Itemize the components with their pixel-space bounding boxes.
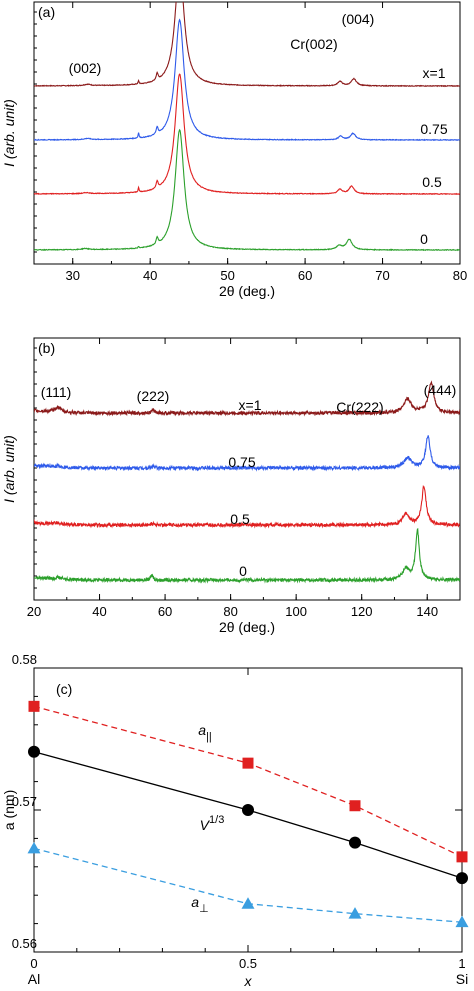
data-point-triangle — [27, 841, 41, 854]
data-point-square — [456, 851, 468, 863]
peak-annotation: (222) — [137, 388, 170, 404]
series-label-main: V — [200, 817, 211, 833]
series-label-subscript: || — [206, 731, 212, 743]
x-tick-label: 0 — [30, 956, 37, 971]
peak-annotation: Cr(002) — [290, 36, 337, 52]
series-line-0 — [33, 705, 463, 858]
series-label-main: a — [191, 894, 199, 910]
y-tick-label: 0.57 — [12, 794, 37, 809]
series-trace-0 — [34, 2, 460, 88]
data-point-triangle — [348, 907, 362, 919]
data-point-circle — [242, 804, 254, 816]
series-label: 0.5 — [422, 174, 442, 190]
series-label: V1/3 — [200, 814, 225, 833]
x-tick-label: 80 — [453, 268, 467, 283]
data-point-square — [28, 700, 40, 712]
panel-label: (b) — [38, 340, 55, 356]
data-point-triangle — [241, 897, 255, 909]
panel-a-xrd-low-angle: 30 40 50 60 70 80 2θ (deg.) I (arb. unit) (a) x=1… — [1, 1, 467, 299]
data-point-circle — [349, 836, 361, 849]
traces — [34, 2, 460, 252]
series-trace-3 — [34, 128, 460, 252]
peak-annotation: (002) — [69, 60, 102, 76]
series-label: 0.5 — [230, 511, 250, 527]
panel-b-xrd-wide-angle: 20 40 60 80 100 120 140 2θ (deg.) I (arb. unit) (… — [1, 337, 461, 635]
series-trace-1 — [34, 435, 460, 472]
x-tick-label: 140 — [416, 604, 438, 619]
x-tick-label: 30 — [65, 268, 79, 283]
plot-frame — [33, 1, 461, 265]
y-tick-label: 0.58 — [12, 652, 37, 667]
series-trace-2 — [34, 484, 460, 529]
data-point-square — [242, 757, 254, 769]
series-label: x=1 — [239, 397, 262, 413]
panel-label: (a) — [38, 4, 55, 20]
data-point-triangle — [455, 915, 469, 928]
y-tick-label: 0.56 — [12, 936, 37, 951]
x-tick-label: 40 — [92, 604, 106, 619]
x-end-label-al: Al — [28, 971, 40, 987]
series-label: a⊥ — [191, 894, 208, 915]
series-trace-2 — [34, 73, 460, 196]
x-tick-label: 20 — [27, 604, 41, 619]
y-axis-title: I (arb. unit) — [1, 99, 17, 167]
data-point-circle — [456, 872, 468, 885]
x-axis-title: 2θ (deg.) — [219, 619, 275, 635]
y-axis-title: I (arb. unit) — [1, 435, 17, 503]
x-axis-title: 2θ (deg.) — [219, 283, 275, 299]
panel-label: (c) — [56, 681, 72, 697]
peak-annotation: (444) — [424, 382, 457, 398]
series-label: 0.75 — [228, 454, 255, 470]
data-point-circle — [28, 745, 40, 758]
x-tick-label: 80 — [223, 604, 237, 619]
series-trace-3 — [34, 527, 460, 584]
series-label: a|| — [198, 722, 212, 743]
series-line-1 — [33, 751, 463, 879]
series-label: 0 — [239, 563, 247, 579]
x-tick-label: 100 — [285, 604, 307, 619]
x-tick-label: 120 — [351, 604, 373, 619]
traces — [34, 380, 460, 584]
peak-annotation: (111) — [41, 384, 72, 400]
series-line-2 — [33, 847, 463, 923]
series-label-subscript: ⊥ — [199, 903, 209, 915]
series-label: 0 — [420, 231, 428, 247]
x-tick-label: 60 — [158, 604, 172, 619]
series-label: 0.75 — [420, 121, 447, 137]
x-tick-label: 70 — [375, 268, 389, 283]
peak-annotation: (004) — [342, 11, 375, 27]
x-tick-label: 40 — [143, 268, 157, 283]
series-label: x=1 — [423, 65, 446, 81]
peak-annotation: Cr(222) — [336, 399, 383, 415]
x-tick-label: 60 — [298, 268, 312, 283]
x-tick-label: 50 — [220, 268, 234, 283]
x-axis-title: x — [244, 973, 253, 989]
y-axis-title: a (nm) — [1, 790, 17, 830]
series-label-superscript: 1/3 — [209, 814, 224, 826]
plot-frame — [33, 337, 461, 601]
series-trace-1 — [34, 18, 460, 142]
x-end-label-si: Si — [456, 971, 468, 987]
x-tick-label: 1 — [458, 956, 465, 971]
x-tick-label: 0.5 — [239, 956, 257, 971]
data-point-square — [349, 800, 361, 812]
series-trace-0 — [34, 380, 460, 417]
series-label-main: a — [198, 722, 206, 738]
